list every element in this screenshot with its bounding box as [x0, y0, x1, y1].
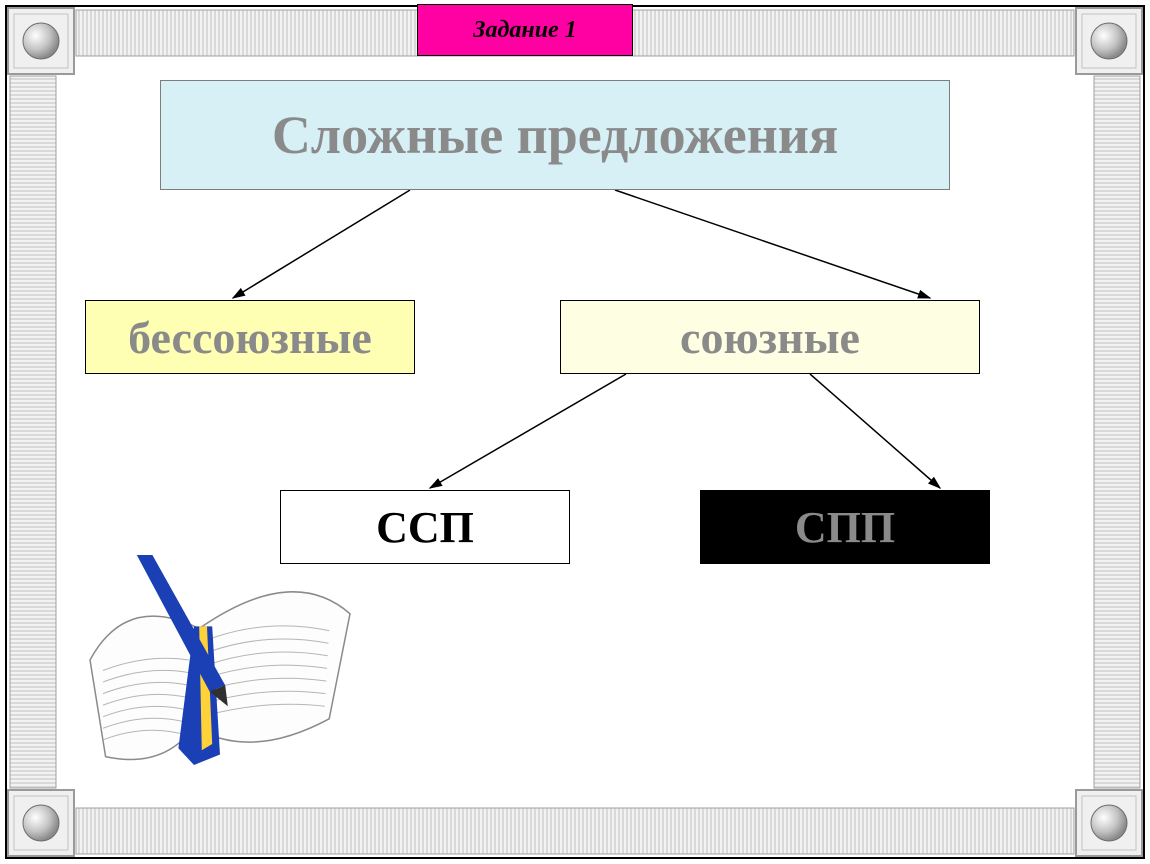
corner-bottom-left [8, 790, 74, 856]
task-badge: Задание 1 [417, 4, 633, 56]
corner-bottom-right [1076, 790, 1142, 856]
node-spp-label: СПП [795, 502, 895, 553]
node-left-label: бессоюзные [128, 311, 372, 364]
node-root: Сложные предложения [160, 80, 950, 190]
corner-top-right [1076, 8, 1142, 74]
node-ssp-label: ССП [376, 502, 474, 553]
task-badge-label: Задание 1 [473, 17, 576, 44]
node-root-label: Сложные предложения [272, 104, 838, 166]
diagram-stage: Задание 1 Сложные предложения бессоюзные… [0, 0, 1150, 864]
node-spp: СПП [700, 490, 990, 564]
node-left: бессоюзные [85, 300, 415, 374]
node-ssp: ССП [280, 490, 570, 564]
node-right-label: союзные [680, 311, 860, 364]
corner-top-left [8, 8, 74, 74]
node-right: союзные [560, 300, 980, 374]
